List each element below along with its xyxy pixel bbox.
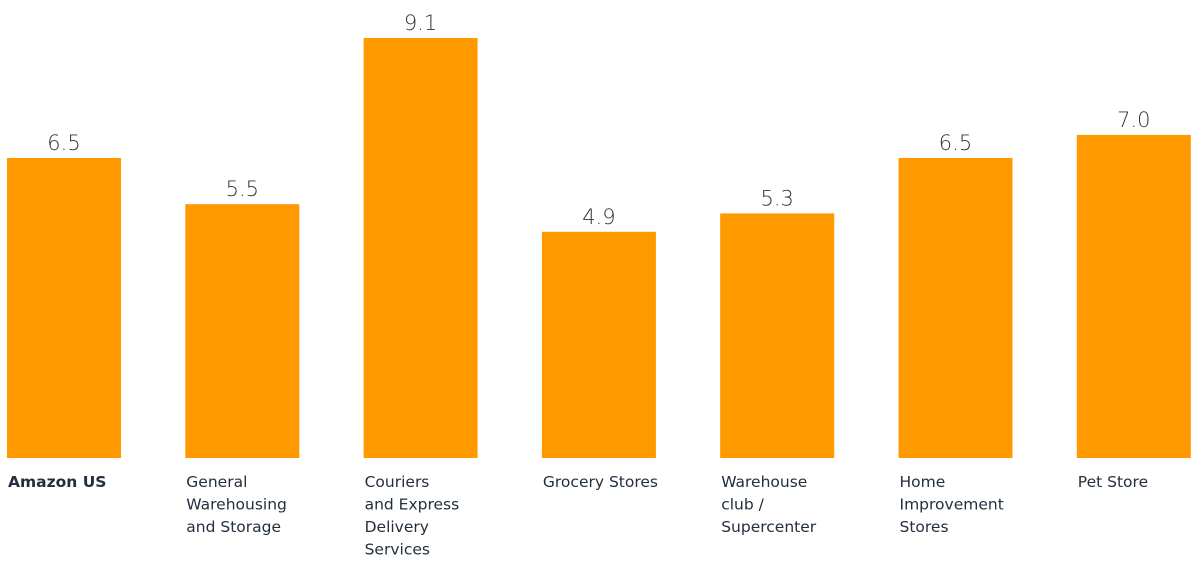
value-labels-group: 6.5 5.5 9.1 4.9 5.3 6.5 7.0 xyxy=(47,11,1150,229)
bar-5 xyxy=(898,158,1013,458)
bar-0 xyxy=(7,158,121,458)
category-label-2: Couriers and Express Delivery Services xyxy=(365,473,460,559)
value-label-4: 5.3 xyxy=(760,186,793,210)
value-label-6: 7.0 xyxy=(1117,108,1150,132)
category-label-1: General Warehousing and Storage xyxy=(186,473,287,536)
category-label-6: Pet Store xyxy=(1078,473,1148,491)
bar-6 xyxy=(1076,134,1191,458)
category-labels-group: Amazon US General Warehousing and Storage Co… xyxy=(8,473,1148,559)
value-label-5: 6.5 xyxy=(939,131,972,155)
value-label-1: 5.5 xyxy=(226,177,259,201)
value-label-3: 4.9 xyxy=(582,205,615,229)
bar-4 xyxy=(720,213,835,458)
category-label-0: Amazon US xyxy=(8,473,106,491)
bar-1 xyxy=(185,204,300,458)
category-label-4: Warehouse club / Supercenter xyxy=(721,473,817,536)
category-label-5: Home Improvement Stores xyxy=(900,473,1004,536)
value-label-2: 9.1 xyxy=(404,11,437,35)
bar-3 xyxy=(541,231,656,458)
category-label-3: Grocery Stores xyxy=(543,473,658,491)
value-label-0: 6.5 xyxy=(47,131,80,155)
bar-2 xyxy=(363,38,478,458)
bars-group xyxy=(7,38,1191,458)
